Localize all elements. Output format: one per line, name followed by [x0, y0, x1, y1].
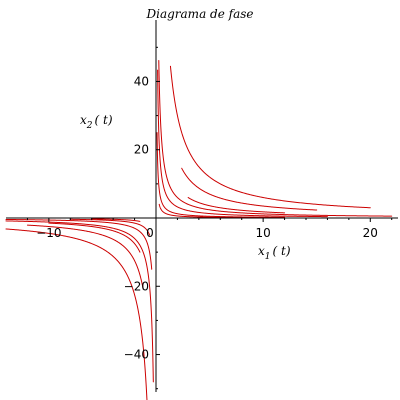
y-axis-label-var: x: [80, 113, 87, 127]
y-tick-label: −20: [124, 279, 149, 293]
x-tick-label: 20: [363, 226, 378, 240]
x-tick-label: 10: [256, 226, 271, 240]
x-tick-label: −10: [36, 226, 61, 240]
y-axis-label-arg: ( t): [95, 113, 113, 127]
trajectory-curves: [5, 59, 393, 400]
trajectory-6-branch-1: [26, 224, 144, 290]
x-axis-label: x1( t): [258, 244, 291, 262]
y-axis-label-sub: 2: [86, 121, 93, 131]
y-tick-label: −40: [124, 348, 149, 362]
trajectory-1-branch-1: [5, 220, 154, 383]
trajectory-6-branch-2: [181, 167, 318, 211]
y-axis-label: x2( t): [80, 113, 113, 131]
trajectory-2-branch-1: [5, 218, 153, 270]
trajectory-2-branch-2: [157, 69, 328, 218]
y-tick-label: 40: [134, 74, 149, 88]
trajectory-4-branch-2: [158, 203, 243, 218]
trajectory-7-branch-2: [187, 197, 286, 214]
trajectory-1-branch-2: [158, 59, 393, 217]
y-tick-label: 20: [134, 143, 149, 157]
x-axis-label-var: x: [258, 244, 265, 258]
x-axis-label-sub: 1: [265, 252, 271, 262]
x-tick-label: 0: [146, 226, 154, 240]
trajectory-4-branch-1: [91, 218, 141, 222]
y-axis-ticks: −40 −20 20 40: [124, 46, 160, 390]
x-axis-label-arg: ( t): [273, 244, 291, 258]
trajectory-3-branch-1: [69, 218, 151, 236]
x-axis-ticks: −10 0 10 20: [26, 218, 393, 240]
trajectory-5-branch-1: [5, 228, 148, 400]
chart-title: Diagrama de fase: [146, 7, 254, 21]
trajectory-7-branch-1: [48, 222, 141, 253]
trajectory-5-branch-2: [169, 65, 371, 209]
trajectory-3-branch-2: [156, 132, 286, 218]
